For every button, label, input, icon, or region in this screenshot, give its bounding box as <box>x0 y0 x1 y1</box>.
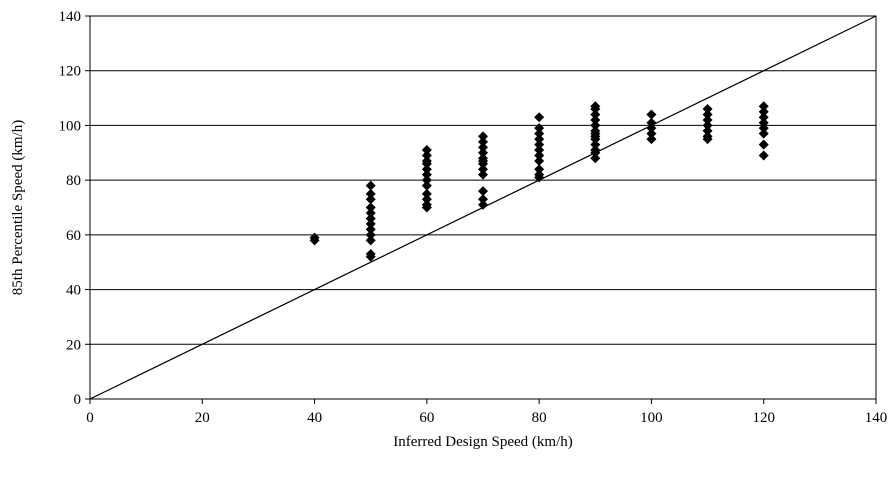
data-point <box>421 169 432 180</box>
data-point <box>758 112 769 123</box>
data-point <box>478 147 488 158</box>
data-point <box>365 202 376 213</box>
x-axis-ticks: 0 20 40 60 80 100 120 140 <box>86 399 887 426</box>
data-point <box>478 142 488 153</box>
data-point <box>478 169 488 180</box>
grid-lines <box>90 70 876 345</box>
data-point <box>478 158 488 169</box>
data-point <box>534 172 545 183</box>
data-point <box>534 155 545 166</box>
data-point <box>478 164 488 175</box>
data-point <box>646 134 657 145</box>
data-point <box>702 114 713 125</box>
data-point <box>534 164 545 175</box>
data-point <box>421 158 432 169</box>
y-tick-label: 60 <box>66 228 81 244</box>
data-point <box>365 188 376 199</box>
data-point <box>365 207 376 218</box>
data-point <box>478 131 488 142</box>
data-point <box>421 150 432 161</box>
x-tick-label: 20 <box>195 410 210 426</box>
data-point <box>646 117 657 128</box>
data-point <box>365 213 376 224</box>
data-point <box>534 123 545 134</box>
x-axis-title: Inferred Design Speed (km/h) <box>393 434 573 450</box>
y-tick-label: 100 <box>59 118 82 134</box>
data-point <box>421 180 432 191</box>
y-tick-label: 40 <box>66 283 81 299</box>
data-point <box>702 109 713 120</box>
data-point <box>365 180 376 191</box>
plot-frame <box>89 15 877 400</box>
data-point <box>590 153 601 164</box>
data-point <box>534 112 545 123</box>
data-point <box>590 109 601 120</box>
x-tick-label: 140 <box>865 410 888 426</box>
data-point <box>365 218 376 229</box>
data-point <box>421 175 432 186</box>
data-point <box>590 134 601 145</box>
y-axis-ticks: 0 20 40 60 80 100 120 140 <box>59 9 90 408</box>
data-point <box>478 199 488 210</box>
data-point <box>534 145 545 156</box>
data-point <box>590 114 601 125</box>
data-point <box>309 235 320 246</box>
x-tick-label: 40 <box>307 410 322 426</box>
data-point <box>590 104 601 115</box>
data-point <box>702 104 713 115</box>
data-point <box>646 128 657 139</box>
data-point <box>646 109 657 120</box>
data-point <box>758 106 769 117</box>
data-point <box>365 194 376 205</box>
data-point <box>534 139 545 150</box>
y-tick-label: 20 <box>66 337 81 353</box>
data-point <box>421 194 432 205</box>
data-point <box>758 128 769 139</box>
data-points <box>309 101 769 262</box>
data-point <box>758 139 769 150</box>
x-tick-label: 80 <box>532 410 547 426</box>
data-point <box>702 125 713 136</box>
data-point <box>534 128 545 139</box>
data-point <box>365 235 376 246</box>
data-point <box>702 134 713 145</box>
x-tick-label: 100 <box>640 410 663 426</box>
y-tick-label: 80 <box>66 173 81 189</box>
data-point <box>758 150 769 161</box>
data-point <box>534 150 545 161</box>
data-point <box>421 188 432 199</box>
x-tick-label: 60 <box>419 410 434 426</box>
y-tick-label: 120 <box>59 64 82 80</box>
data-point <box>590 139 601 150</box>
data-point <box>590 120 601 131</box>
data-point <box>702 120 713 131</box>
y-tick-label: 0 <box>74 392 82 408</box>
y-tick-label: 140 <box>59 9 82 25</box>
data-point <box>478 186 488 197</box>
data-point <box>478 194 488 205</box>
data-point <box>646 123 657 134</box>
data-point <box>534 134 545 145</box>
data-point <box>758 117 769 128</box>
data-point <box>758 123 769 134</box>
data-point <box>365 224 376 235</box>
data-point <box>758 101 769 112</box>
x-tick-label: 120 <box>752 410 775 426</box>
y-axis-title: 85th Percentile Speed (km/h) <box>10 120 26 295</box>
data-point <box>590 147 601 158</box>
data-point <box>365 229 376 240</box>
data-point <box>421 202 432 213</box>
data-point <box>421 145 432 156</box>
data-point <box>478 136 488 147</box>
data-point <box>365 251 376 262</box>
x-tick-label: 0 <box>86 410 94 426</box>
data-point <box>421 164 432 175</box>
